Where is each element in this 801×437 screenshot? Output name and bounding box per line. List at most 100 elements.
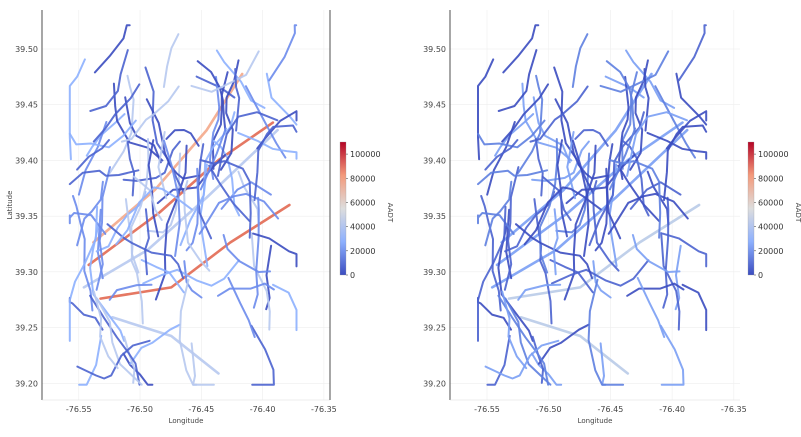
colorbar-tick-label: 40000 [758,223,783,232]
road-segment [76,339,151,380]
colorbar-tick-label: 40000 [350,223,375,232]
road-segment [565,153,636,205]
road-segment [517,74,544,174]
road-segment [534,137,544,197]
road-segment [199,127,227,191]
road-segment [92,290,119,370]
road-segment [162,33,180,88]
road-segment [126,137,136,197]
road-segment [541,175,572,221]
road-segment [111,316,220,375]
road-segment [244,85,287,159]
road-segment [165,129,200,147]
colorbar-tick-label: 100000 [758,150,789,159]
road-segment [477,119,546,149]
road-segment [96,297,143,386]
road-segment [156,153,227,205]
road-segment [677,24,707,82]
road-segment [574,129,609,147]
road-segment [646,131,708,160]
road-segment [529,85,589,143]
road-segment [519,316,630,375]
road-segment [96,208,104,280]
y-tick-label: 39.45 [423,101,446,110]
road-segment [663,124,708,202]
road-segment [486,334,511,386]
road-segment [549,259,594,294]
road-segment [552,208,559,276]
x-tick-label: -76.40 [250,405,276,414]
panel-1: -76.55 -76.50 -76.45 -76.40 -76.35 39.20 39.25… [6,10,394,425]
road-segment [533,198,553,325]
road-segment [587,278,625,386]
road-segment [68,58,86,161]
road-segment [477,169,549,186]
road-segment [268,24,298,82]
road-segment [252,196,260,309]
road-segment [216,111,279,177]
road-segment [253,124,298,202]
y-tick-label: 39.20 [15,379,38,388]
road-segment [556,139,568,238]
road-segment [523,186,602,246]
road-segment [571,33,589,88]
road-segment [106,223,185,280]
x-tick-label: -76.55 [66,405,92,414]
road-segment [115,186,193,246]
road-segment [484,139,519,171]
y-tick-label: 39.35 [15,212,38,221]
road-segment [681,283,708,332]
x-tick-label: -76.50 [536,405,562,414]
x-tick-label: -76.50 [127,405,153,414]
road-segment [89,224,126,342]
road-segment [599,342,607,386]
road-segment [503,166,520,291]
road-segment [265,72,298,126]
road-segment [217,282,275,297]
road-segment [554,98,609,180]
road-segment [550,259,650,287]
road-segment [592,260,612,299]
road-segment [183,260,203,299]
x-axis-label: Longitude [169,417,204,425]
road-segment [252,232,298,268]
road-segment [662,196,670,309]
x-tick-label: -76.45 [188,405,214,414]
road-segment [625,49,676,109]
road-segment [92,83,141,143]
road-segment [89,49,129,112]
road-segment [660,232,681,331]
road-segment [190,342,198,386]
y-tick-label: 39.25 [423,324,446,333]
road-segment [250,232,271,331]
road-segment [272,283,298,332]
road-segment [108,283,153,301]
road-segment [68,119,137,149]
road-segment [112,82,164,162]
road-segment [122,352,154,386]
y-tick-label: 39.25 [15,324,38,333]
road-segment [208,164,251,222]
road-segment [643,68,650,132]
road-segment [497,224,534,342]
road-segment [196,60,227,132]
colorbar-tick-label: 20000 [350,247,375,256]
panel-2: -76.55 -76.50 -76.45 -76.40 -76.35 39.20 39.25… [423,10,801,425]
road-segment [227,276,256,338]
road-segment [183,180,211,272]
road-segment [501,83,549,143]
colorbar [747,141,755,276]
road-segment [145,98,200,180]
x-tick-label: -76.40 [659,405,685,414]
road-segment [505,208,513,280]
road-segment [68,212,107,235]
road-segment [144,208,150,276]
road-segment [108,74,135,174]
road-segment [93,24,131,74]
road-segment [190,50,260,93]
road-network [477,24,708,386]
road-segment [617,164,660,222]
colorbar-tick-label: 80000 [350,174,375,183]
x-tick-label: -76.55 [474,405,500,414]
road-segment [215,49,266,109]
